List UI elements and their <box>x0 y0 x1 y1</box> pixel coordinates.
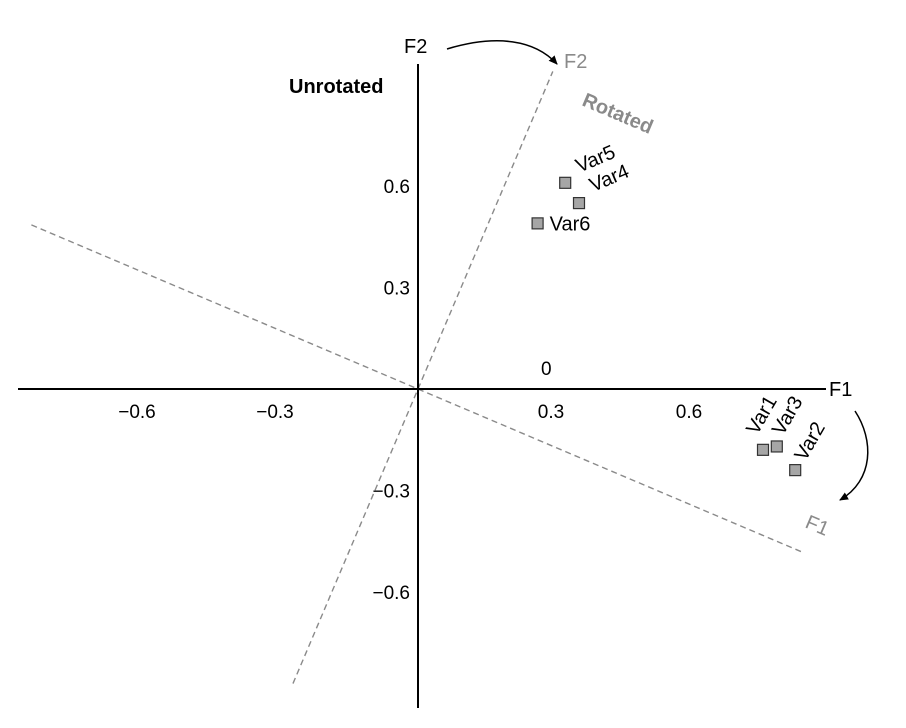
x-tick-label: 0.3 <box>538 402 564 423</box>
data-point-var2 <box>789 464 802 477</box>
y-tick-label: −0.3 <box>372 481 410 502</box>
rotated-f1-axis-name: F1 <box>802 511 832 540</box>
x-tick-label: −0.3 <box>256 402 294 423</box>
x-tick-label: 0.6 <box>676 402 702 423</box>
data-point-var3 <box>770 440 783 453</box>
rotated-f2-axis <box>292 71 554 684</box>
origin-label: 0 <box>541 359 552 380</box>
x-axis-name: F1 <box>829 379 852 401</box>
rotated-f2-axis-name: F2 <box>564 51 587 73</box>
point-label-var6: Var6 <box>550 213 591 235</box>
f2-rotation-arrow <box>446 40 558 65</box>
tick-labels: −0.6 −0.3 0.3 0.6 0.6 0.3 −0.3 −0.6 <box>118 177 702 604</box>
f1-rotation-arrow <box>839 410 869 501</box>
data-point-var1 <box>756 443 770 456</box>
rotated-label: Rotated <box>579 89 656 138</box>
data-point-var6 <box>531 217 544 230</box>
y-tick-label: 0.3 <box>384 279 410 300</box>
chart-title: Unrotated <box>289 76 383 98</box>
y-axis-name: F2 <box>404 36 427 58</box>
data-point-var5 <box>559 176 572 189</box>
data-point-var4 <box>572 197 586 210</box>
x-tick-label: −0.6 <box>118 402 156 423</box>
point-label-var2: Var2 <box>790 418 829 464</box>
y-tick-label: 0.6 <box>384 177 410 198</box>
y-tick-label: −0.6 <box>372 583 410 604</box>
